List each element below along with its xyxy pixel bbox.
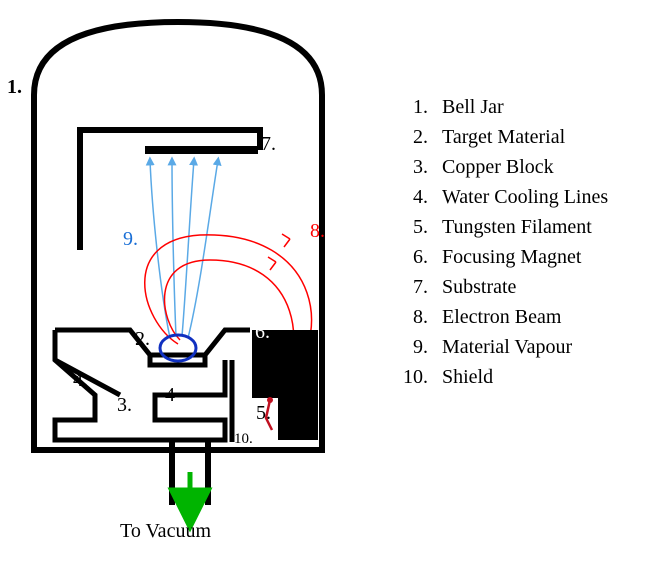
vacuum-caption: To Vacuum xyxy=(120,520,211,543)
legend-item: 8.Electron Beam xyxy=(400,302,608,332)
label-1: 1. xyxy=(7,76,22,99)
label-4b: 4 xyxy=(165,384,175,407)
label-7: 7. xyxy=(261,133,276,156)
legend-item: 7.Substrate xyxy=(400,272,608,302)
label-9: 9. xyxy=(123,228,138,251)
label-6: 6. xyxy=(255,321,270,344)
legend-item: 5.Tungsten Filament xyxy=(400,212,608,242)
legend-item: 10.Shield xyxy=(400,362,608,392)
legend: 1.Bell Jar 2.Target Material 3.Copper Bl… xyxy=(400,92,608,392)
legend-item: 6.Focusing Magnet xyxy=(400,242,608,272)
legend-item: 9.Material Vapour xyxy=(400,332,608,362)
legend-item: 2.Target Material xyxy=(400,122,608,152)
label-4a: 4. xyxy=(73,369,88,392)
legend-item: 1.Bell Jar xyxy=(400,92,608,122)
legend-item: 3.Copper Block xyxy=(400,152,608,182)
legend-item: 4.Water Cooling Lines xyxy=(400,182,608,212)
label-3: 3. xyxy=(117,394,132,417)
label-10: 10. xyxy=(234,431,253,448)
label-8: 8. xyxy=(310,220,325,243)
label-5: 5. xyxy=(256,402,271,425)
label-2: 2. xyxy=(135,328,150,351)
